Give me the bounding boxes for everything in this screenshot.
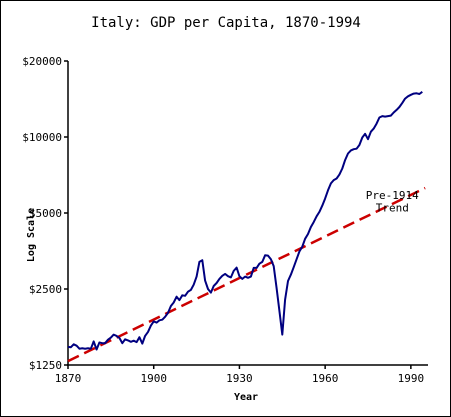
y-tick-label: $2500 xyxy=(29,283,62,296)
gdp-per-capita-line xyxy=(67,91,423,351)
y-tick-label: $20000 xyxy=(22,55,62,68)
x-tick-label: 1990 xyxy=(398,372,425,385)
y-tick-label: $5000 xyxy=(29,207,62,220)
plot-area xyxy=(67,91,426,363)
y-axis-label: Log Scale xyxy=(26,208,37,262)
x-tick-label: 1930 xyxy=(226,372,253,385)
x-axis-label: Year xyxy=(234,392,258,403)
x-tick-label: 1870 xyxy=(55,372,82,385)
trend-annotation: Pre-1914 xyxy=(366,189,419,202)
x-tick-label: 1900 xyxy=(140,372,167,385)
chart-title: Italy: GDP per Capita, 1870-1994 xyxy=(91,15,361,31)
x-tick-label: 1960 xyxy=(312,372,339,385)
y-axis-ticks: $1250 $2500 $5000 $10000 $20000 xyxy=(22,55,68,372)
y-tick-label: $10000 xyxy=(22,131,62,144)
x-axis-ticks: 1870 1900 1930 1960 1990 xyxy=(55,365,424,385)
trend-annotation: Trend xyxy=(376,202,409,215)
pre-1914-trend-line xyxy=(67,186,426,363)
y-tick-label: $1250 xyxy=(29,359,62,372)
